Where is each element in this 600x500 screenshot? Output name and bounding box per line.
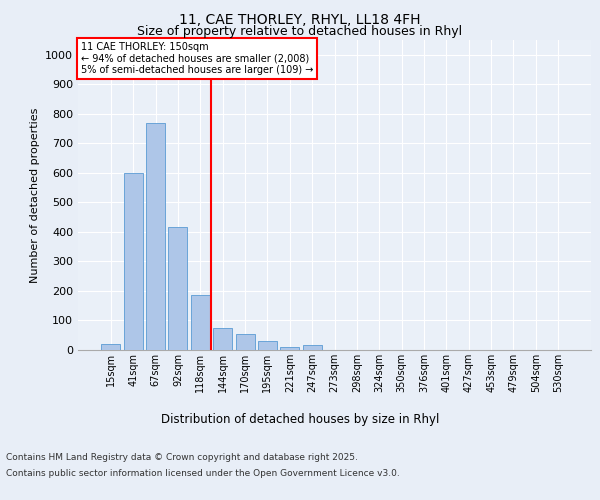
Text: Contains public sector information licensed under the Open Government Licence v3: Contains public sector information licen… — [6, 468, 400, 477]
Bar — [280, 347, 299, 350]
Text: Size of property relative to detached houses in Rhyl: Size of property relative to detached ho… — [137, 25, 463, 38]
Bar — [146, 122, 165, 350]
Bar — [213, 328, 232, 350]
Y-axis label: Number of detached properties: Number of detached properties — [29, 108, 40, 282]
Text: Distribution of detached houses by size in Rhyl: Distribution of detached houses by size … — [161, 412, 439, 426]
Text: 11, CAE THORLEY, RHYL, LL18 4FH: 11, CAE THORLEY, RHYL, LL18 4FH — [179, 12, 421, 26]
Bar — [191, 296, 210, 350]
Bar — [169, 228, 187, 350]
Bar — [101, 344, 121, 350]
Bar — [302, 344, 322, 350]
Bar — [124, 173, 143, 350]
Bar — [236, 334, 254, 350]
Text: Contains HM Land Registry data © Crown copyright and database right 2025.: Contains HM Land Registry data © Crown c… — [6, 454, 358, 462]
Text: 11 CAE THORLEY: 150sqm
← 94% of detached houses are smaller (2,008)
5% of semi-d: 11 CAE THORLEY: 150sqm ← 94% of detached… — [80, 42, 313, 75]
Bar — [258, 341, 277, 350]
